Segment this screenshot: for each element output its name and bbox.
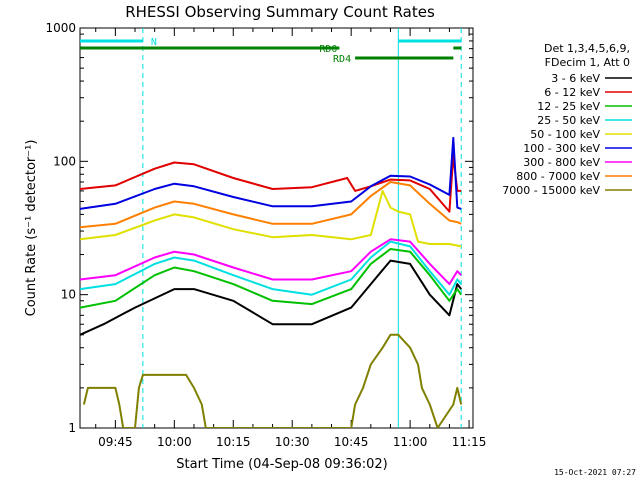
legend-label: 25 - 50 keV <box>537 114 600 127</box>
x-tick-label: 09:45 <box>98 435 133 449</box>
legend-label: 12 - 25 keV <box>537 100 600 113</box>
legend-label: 7000 - 15000 keV <box>502 184 600 197</box>
chart-title: RHESSI Observing Summary Count Rates <box>125 3 435 21</box>
y-tick-label: 100 <box>53 154 76 168</box>
flag-label: N <box>151 37 157 48</box>
series-line <box>80 154 462 213</box>
x-tick-label: 11:15 <box>452 435 487 449</box>
legend-header-line-2: FDecim 1, Att 0 <box>545 56 630 69</box>
y-tick-label: 1000 <box>45 21 76 35</box>
series-line <box>80 240 462 296</box>
series-line <box>80 259 462 336</box>
legend-label: 6 - 12 keV <box>544 86 600 99</box>
series-line <box>80 248 463 309</box>
series-line <box>80 189 462 248</box>
x-tick-label: 10:15 <box>216 435 251 449</box>
legend-header-line-1: Det 1,3,4,5,6,9, <box>544 42 630 55</box>
y-tick-label: 1 <box>68 421 76 435</box>
x-axis-label: Start Time (04-Sep-08 09:36:02) <box>176 457 387 472</box>
legend-label: 3 - 6 keV <box>551 72 600 85</box>
flag-label: RD0 <box>319 44 337 55</box>
flag-label: RD4 <box>333 54 351 65</box>
y-tick-label: 10 <box>61 288 76 302</box>
series-line <box>80 136 462 210</box>
plot-area: 1 10 100 1000 09:45 10:00 10:15 10:30 10:45 11:00… <box>45 21 486 449</box>
x-tick-label: 11:00 <box>393 435 428 449</box>
footer-timestamp: 15-Oct-2021 07:27 <box>554 468 636 477</box>
series-group <box>80 28 463 428</box>
legend-label: 300 - 800 keV <box>523 156 600 169</box>
y-axis-label: Count Rate (s⁻¹ detector⁻¹) <box>24 140 39 317</box>
x-tick-label: 10:00 <box>157 435 192 449</box>
x-tick-label: 10:45 <box>334 435 369 449</box>
series-line <box>80 238 462 286</box>
x-tick-label: 10:30 <box>275 435 310 449</box>
series-line <box>80 181 462 229</box>
legend-label: 50 - 100 keV <box>530 128 600 141</box>
legend-label: 100 - 300 keV <box>523 142 600 155</box>
series-line <box>82 333 463 428</box>
legend-label: 800 - 7000 keV <box>516 170 600 183</box>
